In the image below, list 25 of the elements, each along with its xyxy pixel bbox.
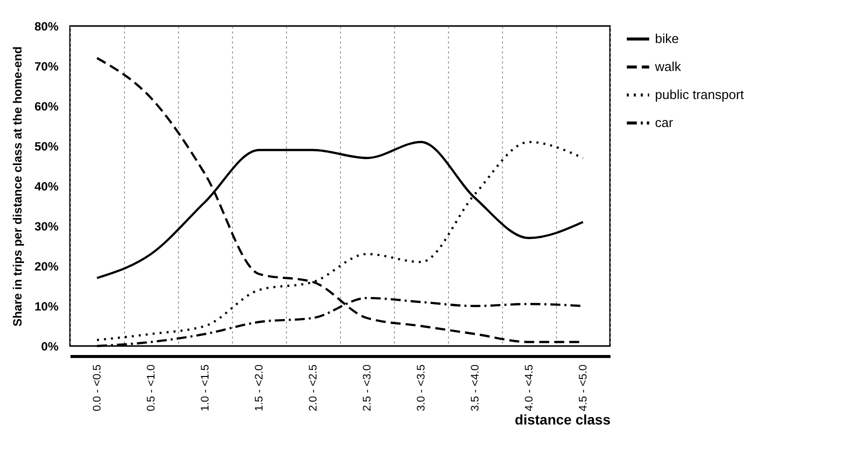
legend-label: walk [654,59,682,74]
x-tick-label: 4.0 - <4.5 [524,364,536,412]
x-tick-label: 0.0 - <0.5 [92,364,104,412]
y-tick-label: 20% [34,260,59,274]
x-tick-label: 3.5 - <4.0 [470,364,482,412]
y-tick-label: 40% [34,180,59,194]
y-tick-label: 30% [34,220,59,234]
y-axis-title: Share in trips per distance class at the home-end [10,46,24,327]
x-tick-label: 0.5 - <1.0 [146,364,158,412]
x-tick-label: 2.5 - <3.0 [362,364,374,412]
x-tick-label: 1.0 - <1.5 [200,364,212,412]
y-tick-label: 60% [34,100,59,114]
x-tick-label: 4.5 - <5.0 [578,364,590,412]
legend-label: car [655,115,674,130]
legend-label: public transport [655,87,744,102]
legend-label: bike [655,31,679,46]
y-tick-label: 80% [34,20,59,34]
y-tick-label: 10% [34,300,59,314]
x-tick-label: 3.0 - <3.5 [416,364,428,412]
y-tick-label: 70% [34,60,59,74]
x-tick-label: 2.0 - <2.5 [308,364,320,412]
y-tick-label: 50% [34,140,59,154]
y-tick-label: 0% [41,340,59,354]
x-tick-label: 1.5 - <2.0 [254,364,266,412]
x-axis-title: distance class [514,411,611,428]
